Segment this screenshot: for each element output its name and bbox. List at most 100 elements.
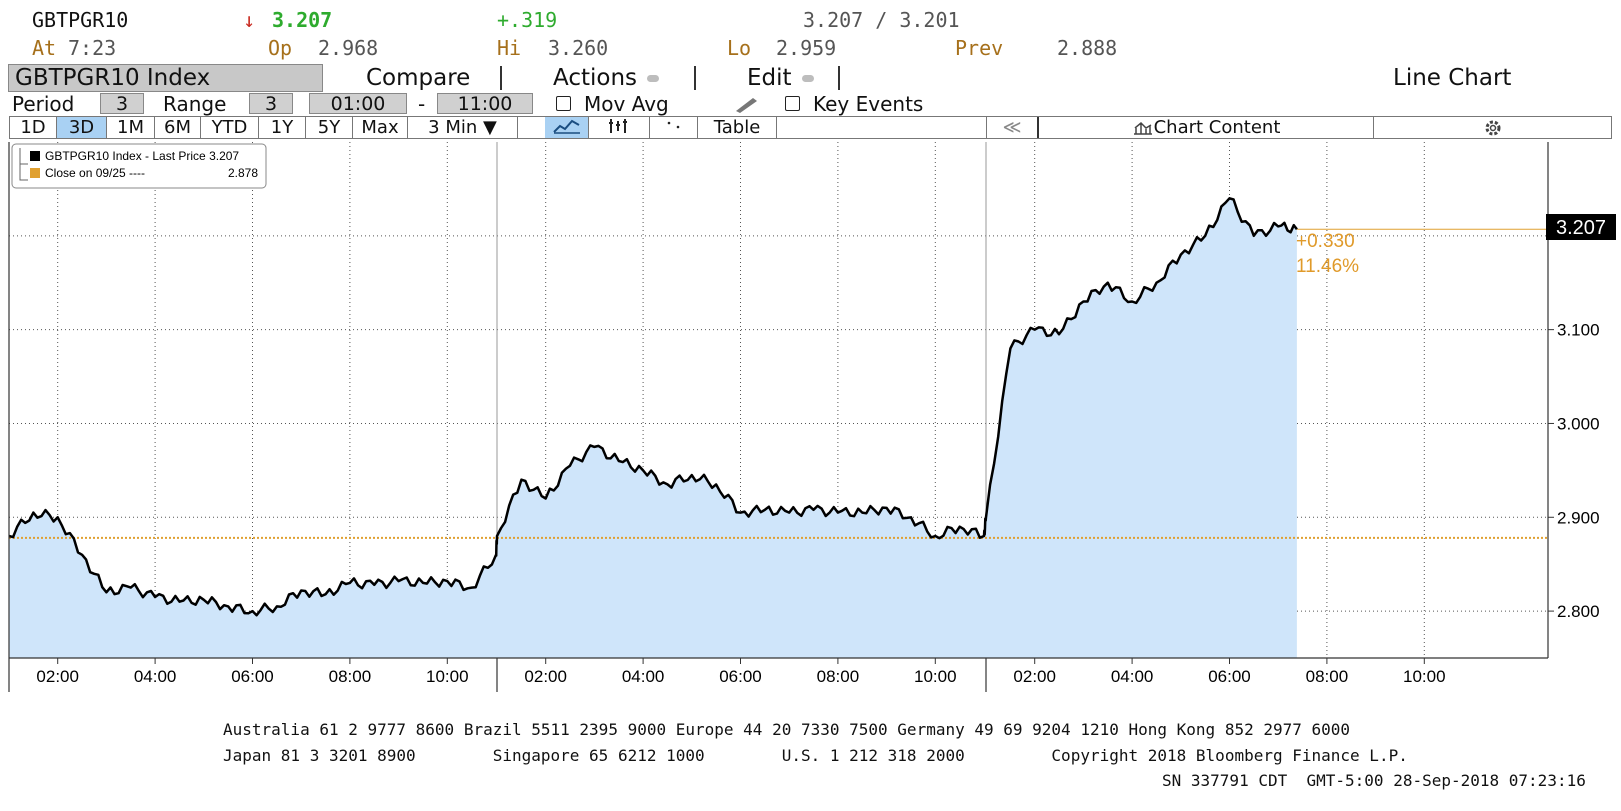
range-field[interactable]: 3 (249, 93, 293, 114)
x-tick-label: 10:00 (914, 667, 957, 686)
series-swatch (30, 151, 40, 161)
mov-avg-checkbox[interactable] (556, 96, 571, 111)
last-price-tag: 3.207 (1546, 214, 1616, 240)
y-tick-label: 2.900 (1557, 508, 1600, 527)
candlestick-icon[interactable] (589, 117, 650, 138)
range-5y-button[interactable]: 5Y (306, 117, 353, 138)
range-label: Range (163, 92, 227, 116)
range-1m-button[interactable]: 1M (107, 117, 155, 138)
footer-contacts-line2: Japan 81 3 3201 8900 Singapore 65 6212 1… (223, 746, 1408, 765)
chart-type-label[interactable]: Line Chart (1393, 65, 1512, 91)
chart-content-button[interactable]: Chart Content (1039, 117, 1374, 138)
toolbar-divider (838, 66, 840, 90)
x-tick-label: 04:00 (1111, 667, 1154, 686)
collapse-panel-icon[interactable]: ≪ (987, 117, 1039, 138)
x-tick-label: 02:00 (1013, 667, 1056, 686)
prev-label: Prev (955, 36, 1004, 60)
period-label: Period (12, 92, 75, 116)
y-axis-ticks: 2.800 2.900 3.000 3.100 (1548, 321, 1600, 621)
chart-toolbar: GBTPGR10 Index Compare Actions Edit Line… (0, 63, 1621, 93)
compare-button[interactable]: Compare (366, 65, 471, 91)
range-1d-button[interactable]: 1D (10, 117, 57, 138)
range-3d-button[interactable]: 3D (57, 117, 107, 138)
price-series-line (8, 197, 1298, 617)
high-value: 3.260 (548, 36, 609, 60)
chart-legend[interactable]: GBTPGR10 Index - Last Price 3.207 Close … (11, 143, 267, 189)
security-field[interactable]: GBTPGR10 Index (8, 64, 323, 92)
change-annotation: +0.330 (1296, 231, 1355, 252)
range-max-button[interactable]: Max (353, 117, 408, 138)
edit-label: Edit (747, 65, 792, 91)
x-tick-label: 04:00 (622, 667, 665, 686)
toolbar-divider (694, 66, 696, 90)
edit-menu-icon (801, 75, 814, 82)
at-label: At (32, 36, 57, 60)
mov-avg-label: Mov Avg (584, 92, 669, 116)
y-tick-label: 3.100 (1557, 321, 1600, 340)
prev-value: 2.888 (1057, 36, 1118, 60)
last-price-tag-label: 3.207 (1556, 217, 1606, 239)
gear-icon (1485, 120, 1500, 136)
footer-contacts-line1: Australia 61 2 9777 8600 Brazil 5511 239… (223, 720, 1351, 739)
range-ytd-button[interactable]: YTD (201, 117, 259, 138)
end-time-field[interactable]: 11:00 (437, 93, 533, 114)
settings-button[interactable] (1374, 117, 1611, 138)
actions-menu-icon (647, 75, 660, 82)
period-range-row: Period 3 Range 3 01:00 - 11:00 Mov Avg K… (0, 92, 1621, 116)
reference-swatch (30, 168, 40, 178)
low-label: Lo (727, 36, 752, 60)
ticker-symbol: GBTPGR10 (32, 8, 129, 32)
range-button-bar: 1D 3D 1M 6M YTD 1Y 5Y Max 3 Min ▼ Table … (9, 116, 1612, 139)
x-tick-label: 08:00 (817, 667, 860, 686)
quote-stats-row: At 7:23 Op 2.968 Hi 3.260 Lo 2.959 Prev … (0, 36, 1621, 62)
x-date-label: 27 Sep 2018 (693, 691, 789, 692)
y-tick-label: 3.000 (1557, 414, 1600, 433)
x-tick-label: 10:00 (1403, 667, 1446, 686)
low-value: 2.959 (776, 36, 837, 60)
x-date-label: 26 Sep 2018 (205, 691, 301, 692)
actions-label: Actions (553, 65, 638, 91)
open-label: Op (268, 36, 293, 60)
open-value: 2.968 (318, 36, 379, 60)
line-chart-icon[interactable] (545, 117, 589, 138)
table-button[interactable]: Table (698, 117, 777, 138)
range-6m-button[interactable]: 6M (155, 117, 201, 138)
x-tick-label: 06:00 (1208, 667, 1251, 686)
net-change: +.319 (497, 8, 558, 32)
x-tick-label: 08:00 (1306, 667, 1349, 686)
footer-timestamp: SN 337791 CDT GMT-5:00 28-Sep-2018 07:23… (1162, 771, 1586, 790)
quote-header-row: GBTPGR10 ↓ 3.207 +.319 3.207 / 3.201 (0, 8, 1621, 34)
x-tick-label: 08:00 (329, 667, 372, 686)
at-value: 7:23 (68, 36, 117, 60)
high-label: Hi (497, 36, 522, 60)
scatter-dots-icon[interactable] (650, 117, 698, 138)
chart-content-icon (1133, 121, 1152, 135)
x-tick-label: 10:00 (426, 667, 469, 686)
x-date-label: 28 Sep 2018 (1182, 691, 1278, 692)
pct-change-annotation: 11.46% (1296, 256, 1359, 277)
period-field[interactable]: 3 (100, 93, 144, 114)
last-price: 3.207 (272, 8, 333, 32)
x-tick-label: 04:00 (134, 667, 177, 686)
toolbar-divider (500, 66, 502, 90)
actions-button[interactable]: Actions (553, 63, 660, 93)
x-tick-label: 06:00 (719, 667, 762, 686)
down-arrow-icon: ↓ (243, 8, 256, 32)
edit-button[interactable]: Edit (747, 63, 814, 93)
range-dash: - (418, 92, 426, 116)
legend-reference-label: Close on 09/25 ---- (45, 166, 145, 180)
y-tick-label: 2.800 (1557, 602, 1600, 621)
toolbar-spacer (777, 117, 987, 138)
key-events-checkbox[interactable] (785, 96, 800, 111)
bid-ask: 3.207 / 3.201 (803, 8, 960, 32)
price-area-fill (9, 198, 1297, 659)
range-1y-button[interactable]: 1Y (259, 117, 306, 138)
x-tick-label: 02:00 (524, 667, 567, 686)
interval-dropdown[interactable]: 3 Min ▼ (408, 117, 518, 138)
price-chart[interactable]: 2.800 2.900 3.000 3.100 02:00 04:00 06:00 08:0… (0, 140, 1621, 692)
pencil-icon[interactable] (733, 94, 761, 114)
legend-series-label: GBTPGR10 Index - Last Price 3.207 (45, 149, 239, 163)
start-time-field[interactable]: 01:00 (309, 93, 407, 114)
key-events-label: Key Events (813, 92, 924, 116)
x-tick-label: 02:00 (36, 667, 79, 686)
